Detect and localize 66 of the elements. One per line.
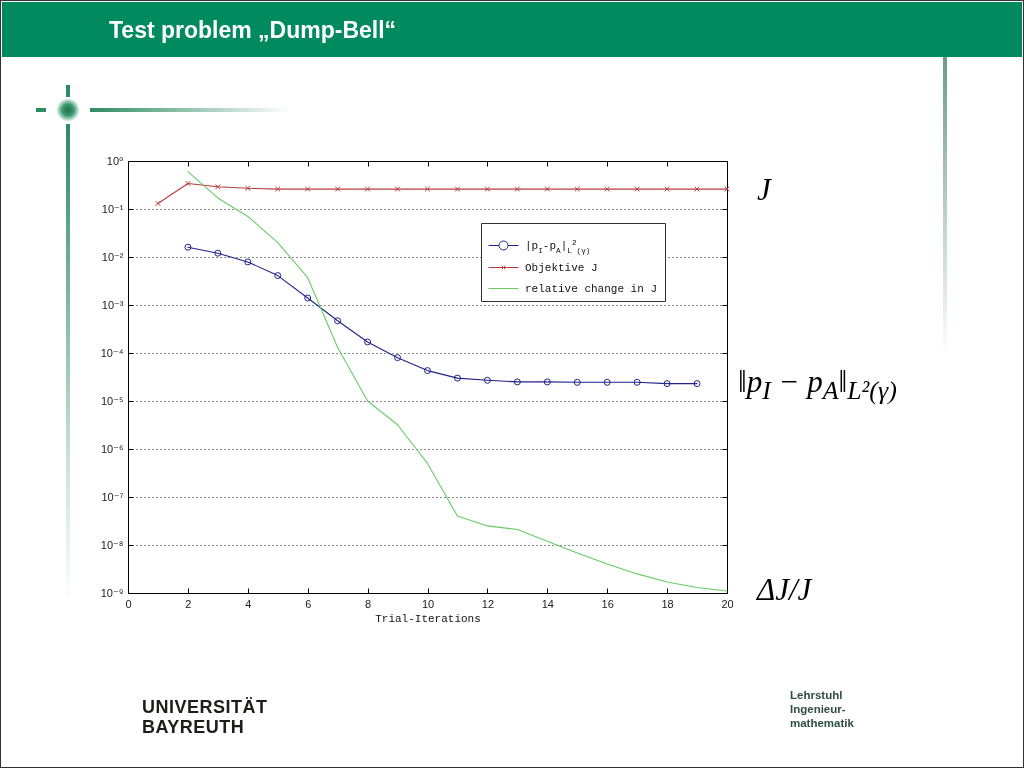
point xyxy=(454,186,461,192)
point xyxy=(244,258,252,266)
legend-label: relative change in J xyxy=(525,282,658,295)
point xyxy=(244,185,251,192)
point xyxy=(694,186,700,192)
x-tick-label: 10 xyxy=(421,597,435,610)
y-tick-label: 10⁻⁹ xyxy=(100,586,124,599)
x-tick-label: 4 xyxy=(245,597,252,610)
y-tick-label: 10⁻⁴ xyxy=(100,346,124,359)
point xyxy=(274,272,282,280)
x-tick-label: 6 xyxy=(305,597,312,610)
line-series xyxy=(187,171,728,592)
point xyxy=(364,186,371,192)
point xyxy=(304,294,312,302)
text: J xyxy=(757,172,771,208)
point xyxy=(484,186,491,192)
y-tick-label: 10⁻⁶ xyxy=(100,442,124,455)
point xyxy=(304,186,311,192)
point xyxy=(274,186,281,192)
point xyxy=(424,186,431,192)
legend-label: Objektive J xyxy=(525,261,598,274)
point xyxy=(483,376,491,384)
point xyxy=(394,354,402,362)
point xyxy=(334,186,341,192)
x-tick-label: 8 xyxy=(365,597,372,610)
point xyxy=(513,378,521,386)
point xyxy=(543,378,551,386)
y-tick-label: 10⁻⁵ xyxy=(100,394,124,407)
x-tick-label: 14 xyxy=(541,597,554,610)
point xyxy=(514,186,521,192)
y-tick-label: 10⁻⁸ xyxy=(100,538,124,551)
text: ‖p$_{I}$ − p$_{A}$‖$_{L²(γ)}$ xyxy=(738,364,897,408)
point xyxy=(334,317,342,325)
point xyxy=(544,186,551,192)
point xyxy=(663,380,671,388)
chart-title: Test problem „Dump-Bell“ xyxy=(109,17,397,43)
y-tick-label: 10⁰ xyxy=(106,154,125,167)
x-tick-label: 16 xyxy=(601,597,614,610)
point xyxy=(364,338,372,346)
point xyxy=(664,186,670,192)
y-tick-label: 10⁻² xyxy=(101,250,124,263)
point xyxy=(603,378,611,386)
point xyxy=(394,186,401,192)
y-tick-label: 10⁻⁷ xyxy=(101,490,124,503)
point xyxy=(155,200,161,207)
point xyxy=(604,186,611,192)
point xyxy=(453,374,461,382)
point xyxy=(424,367,431,375)
y-tick-label: 10⁻³ xyxy=(101,298,124,311)
x-tick-label: 20 xyxy=(721,597,734,610)
y-tick-label: 10⁻¹ xyxy=(101,202,124,215)
point xyxy=(573,378,581,386)
x-tick-label: 18 xyxy=(661,597,674,610)
point xyxy=(634,186,640,192)
text: UNIVERSITÄT BAYREUTH xyxy=(142,697,269,737)
point xyxy=(185,180,191,187)
point xyxy=(574,186,581,192)
x-tick-label: 0 xyxy=(125,597,132,610)
point xyxy=(214,249,222,257)
x-tick-label: 2 xyxy=(185,597,192,610)
x-axis-title: Trial-Iterations xyxy=(375,612,481,625)
point xyxy=(633,378,641,386)
x-tick-label: 12 xyxy=(481,597,495,610)
text: ΔJ/J xyxy=(757,572,812,608)
text: Lehrstuhl Ingenieur-mathematik xyxy=(790,688,855,730)
point xyxy=(215,183,221,190)
